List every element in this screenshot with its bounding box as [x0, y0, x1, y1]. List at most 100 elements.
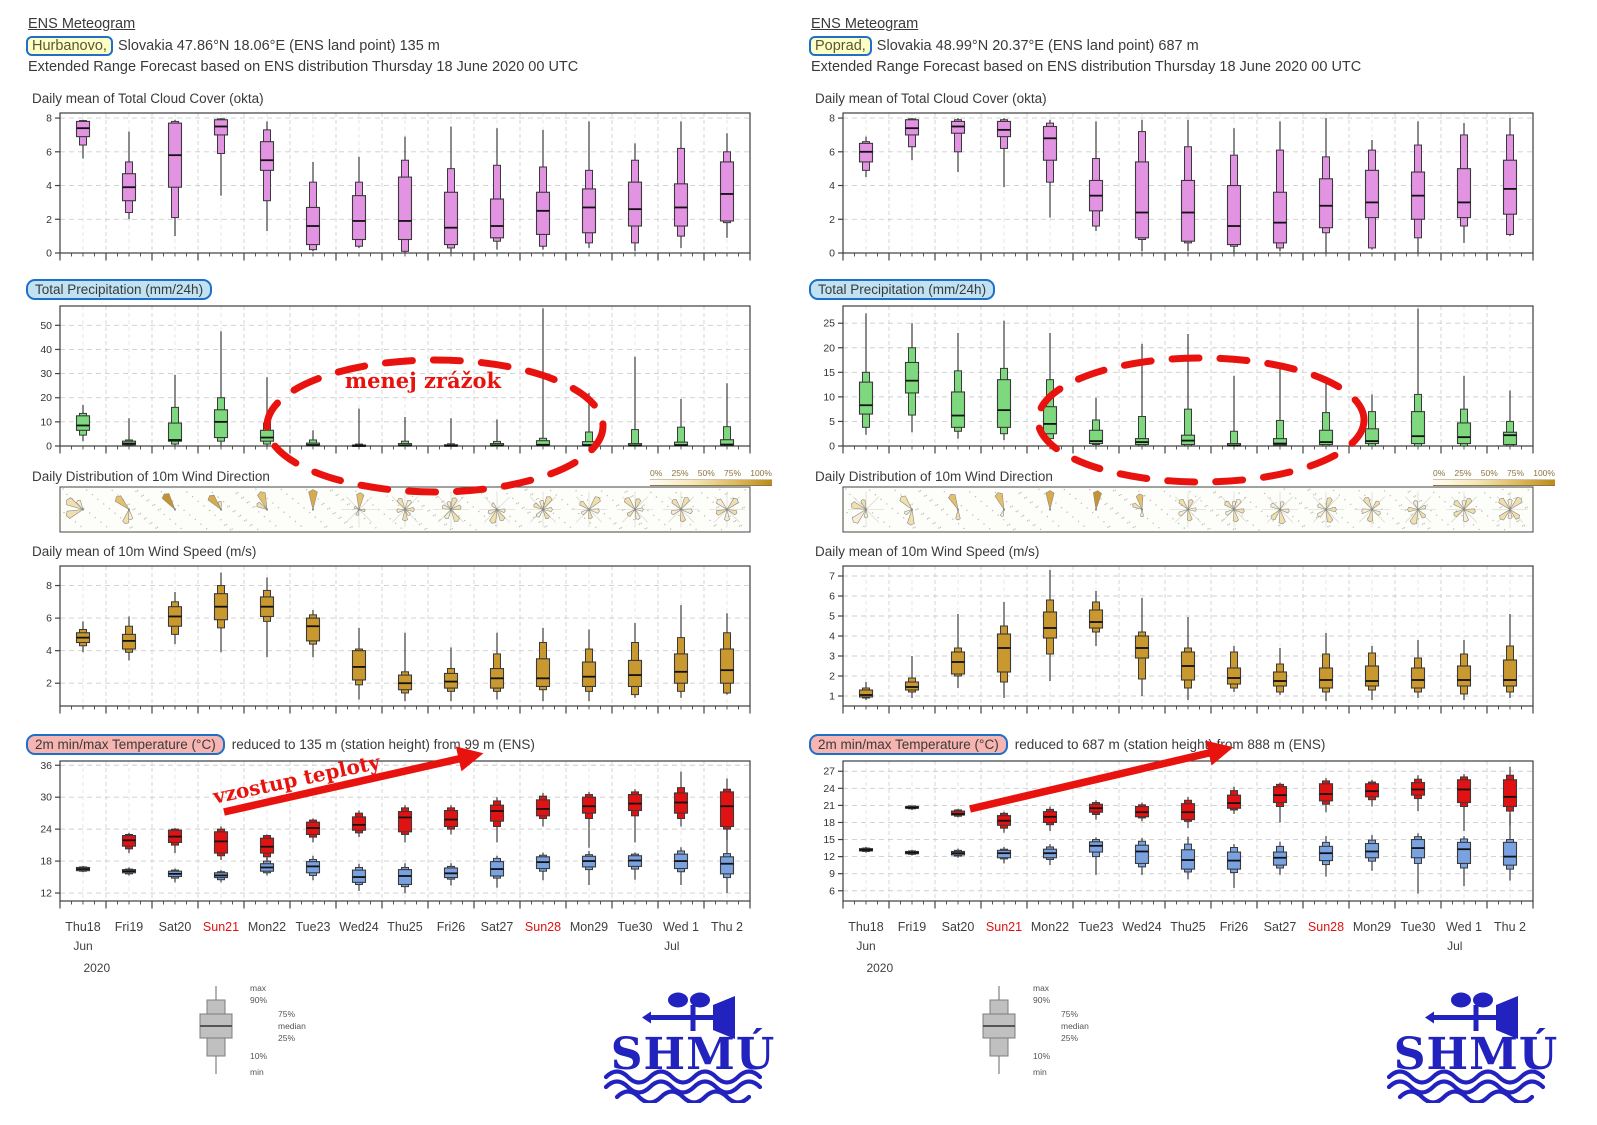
temperature-chart: 12 18 24 30 36	[26, 755, 792, 917]
axis-day-label: Wed24	[339, 920, 379, 934]
svg-text:27: 27	[823, 766, 835, 778]
axis-day-label: Sat27	[480, 920, 514, 934]
location-text: Slovakia 48.99°N 20.37°E (ENS land point…	[876, 38, 1199, 54]
svg-text:10: 10	[40, 416, 52, 428]
station-name-badge: Poprad,	[809, 36, 872, 56]
svg-text:min: min	[1033, 1067, 1047, 1077]
svg-text:20: 20	[40, 392, 52, 404]
gradient-legend-label: 75%	[1506, 468, 1524, 478]
axis-day-label: Sat20	[158, 920, 192, 934]
precipitation-chart: 0 10 20 30 40 50	[26, 300, 792, 462]
axis-day-label: Tue23	[1078, 920, 1114, 934]
svg-text:0: 0	[829, 441, 835, 453]
svg-text:6: 6	[829, 146, 835, 158]
axis-day-label: Mon29	[1352, 920, 1392, 934]
svg-text:12: 12	[40, 888, 52, 900]
axis-day-label: Sat20	[941, 920, 975, 934]
svg-text:median: median	[1061, 1021, 1089, 1031]
forecast-line: Extended Range Forecast based on ENS dis…	[811, 59, 1362, 75]
svg-text:75%: 75%	[278, 1009, 295, 1019]
svg-text:8: 8	[46, 113, 52, 125]
svg-text:90%: 90%	[1033, 995, 1050, 1005]
poprad-winddir-canvas	[842, 486, 1534, 533]
temp-label-badge: 2m min/max Temperature (°C)	[809, 734, 1008, 755]
axis-day-label: Sun21	[202, 920, 240, 934]
svg-text:24: 24	[823, 783, 835, 795]
location-text: Slovakia 47.86°N 18.06°E (ENS land point…	[117, 38, 440, 54]
svg-text:40: 40	[40, 344, 52, 356]
gradient-legend-label: 50%	[1480, 468, 1498, 478]
svg-text:10%: 10%	[250, 1051, 267, 1061]
svg-text:7: 7	[829, 571, 835, 583]
boxplot-legend: max 90% 75% median 25% 10% min	[957, 981, 1257, 1086]
wind-direction-strip	[26, 486, 792, 534]
gradient-legend-labels: 0% 25% 50% 75% 100%	[1433, 468, 1555, 478]
gradient-legend-bar	[650, 479, 772, 486]
axis-day-label: Mon22	[1030, 920, 1070, 934]
svg-text:9: 9	[829, 868, 835, 880]
axis-day-label: Fri26	[1219, 920, 1249, 934]
wind-direction-legend: 0% 25% 50% 75% 100%	[650, 468, 772, 486]
svg-text:25%: 25%	[1061, 1033, 1078, 1043]
month-axis: Jun 2020 Jul	[26, 937, 792, 979]
svg-text:15: 15	[823, 367, 835, 379]
svg-text:18: 18	[823, 817, 835, 829]
precip-title-row: Total Precipitation (mm/24h)	[809, 279, 1575, 300]
svg-text:8: 8	[829, 113, 835, 125]
svg-text:5: 5	[829, 611, 835, 623]
wind-direction-title: Daily Distribution of 10m Wind Direction	[32, 469, 270, 484]
precip-title-row: Total Precipitation (mm/24h)	[26, 279, 792, 300]
shmu-logo: SHMÚ	[598, 991, 788, 1105]
axis-day-label: Mon29	[569, 920, 609, 934]
wind-direction-strip	[809, 486, 1575, 534]
svg-text:4: 4	[829, 631, 835, 643]
hurbanovo-temp-canvas: 12 18 24 30 36	[40, 760, 751, 909]
gradient-legend-label: 0%	[650, 468, 663, 478]
gradient-legend-label: 75%	[723, 468, 741, 478]
meteogram-column-hurbanovo: ENS Meteogram Hurbanovo, Slovakia 47.86°…	[26, 14, 792, 1105]
svg-text:0: 0	[46, 441, 52, 453]
year-label: 2020	[866, 961, 894, 975]
forecast-line: Extended Range Forecast based on ENS dis…	[28, 59, 579, 75]
svg-text:max: max	[1033, 983, 1050, 993]
gradient-legend-label: 100%	[750, 468, 772, 478]
month-label-jun: Jun	[73, 939, 93, 953]
date-axis: Thu18 Fri19 Sat20 Sun21 Mon22 Tue23 Wed24 Thu25…	[26, 920, 792, 937]
axis-day-label: Wed 1	[663, 920, 699, 934]
svg-text:4: 4	[46, 180, 52, 192]
boxplot-legend: max 90% 75% median 25% 10% min	[174, 981, 474, 1086]
axis-day-label: Sat27	[1263, 920, 1297, 934]
location-line: Hurbanovo, Slovakia 47.86°N 18.06°E (ENS…	[26, 36, 792, 56]
axis-day-label: Thu18	[65, 920, 101, 934]
gradient-legend-labels: 0% 25% 50% 75% 100%	[650, 468, 772, 478]
precip-label-badge: Total Precipitation (mm/24h)	[26, 279, 213, 300]
axis-day-label: Thu18	[848, 920, 884, 934]
shmu-logo: SHMÚ	[1381, 991, 1571, 1105]
svg-text:0: 0	[46, 248, 52, 260]
svg-text:30: 30	[40, 368, 52, 380]
svg-text:2: 2	[46, 214, 52, 226]
gradient-legend-bar	[1433, 479, 1555, 486]
axis-day-label: Wed 1	[1446, 920, 1482, 934]
wind-speed-chart: 2 4 6 8	[26, 560, 792, 722]
poprad-precip-canvas: 0 5 10 15 20 25	[823, 305, 1534, 454]
temperature-chart: 6 9 12 15 18 21 24 27	[809, 755, 1575, 917]
svg-text:36: 36	[40, 760, 52, 772]
gradient-legend-label: 25%	[1454, 468, 1472, 478]
axis-day-label: Sun28	[524, 920, 562, 934]
hurbanovo-windspeed-canvas: 2 4 6 8	[46, 565, 751, 714]
gradient-legend-label: 25%	[671, 468, 689, 478]
month-axis: Jun 2020 Jul	[809, 937, 1575, 979]
winddir-title-row: Daily Distribution of 10m Wind Direction…	[26, 468, 792, 486]
location-line: Poprad, Slovakia 48.99°N 20.37°E (ENS la…	[809, 36, 1575, 56]
svg-text:6: 6	[46, 146, 52, 158]
svg-text:10%: 10%	[1033, 1051, 1050, 1061]
svg-text:2: 2	[829, 214, 835, 226]
winddir-title-row: Daily Distribution of 10m Wind Direction…	[809, 468, 1575, 486]
station-name-badge: Hurbanovo,	[26, 36, 113, 56]
temp-title-rest: reduced to 135 m (station height) from 9…	[231, 737, 535, 752]
logo-waves	[603, 1069, 763, 1105]
precipitation-chart: 0 5 10 15 20 25	[809, 300, 1575, 462]
svg-text:6: 6	[829, 885, 835, 897]
